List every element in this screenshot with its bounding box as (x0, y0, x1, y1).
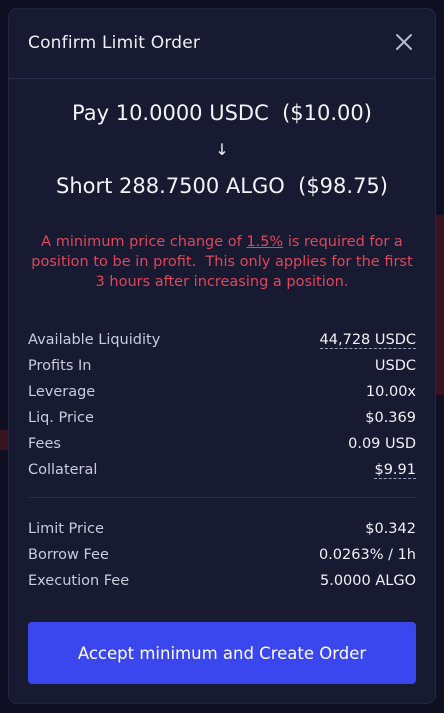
detail-value: $0.369 (365, 410, 416, 426)
accept-and-create-order-button[interactable]: Accept minimum and Create Order (28, 622, 416, 684)
detail-label: Available Liquidity (28, 332, 161, 348)
close-icon[interactable] (393, 31, 415, 53)
arrow-down-icon: ↓ (215, 140, 229, 159)
detail-value[interactable]: $9.91 (374, 461, 416, 479)
modal-title: Confirm Limit Order (28, 33, 201, 53)
detail-label: Limit Price (28, 521, 104, 537)
detail-label: Collateral (28, 462, 98, 478)
detail-row-execution-fee: Execution Fee 5.0000 ALGO (28, 568, 416, 594)
detail-label: Liq. Price (28, 410, 94, 426)
detail-value: $0.342 (365, 521, 416, 537)
position-details: Available Liquidity 44,728 USDC Profits … (28, 327, 416, 483)
detail-label: Fees (28, 436, 61, 452)
background-accent-strip-right (434, 215, 444, 395)
order-details: Limit Price $0.342 Borrow Fee 0.0263% / … (28, 516, 416, 594)
detail-label: Borrow Fee (28, 547, 109, 563)
detail-row-leverage: Leverage 10.00x (28, 379, 416, 405)
detail-row-limit-price: Limit Price $0.342 (28, 516, 416, 542)
detail-row-liq-price: Liq. Price $0.369 (28, 405, 416, 431)
detail-row-profits-in: Profits In USDC (28, 353, 416, 379)
detail-row-available-liquidity: Available Liquidity 44,728 USDC (28, 327, 416, 353)
detail-row-borrow-fee: Borrow Fee 0.0263% / 1h (28, 542, 416, 568)
detail-value: 5.0000 ALGO (320, 573, 416, 589)
detail-label: Leverage (28, 384, 96, 400)
short-amount: Short 288.7500 ALGO ($98.75) (56, 174, 388, 198)
detail-row-collateral: Collateral $9.91 (28, 457, 416, 483)
min-price-change-link[interactable]: 1.5% (246, 234, 284, 250)
detail-value: USDC (374, 358, 416, 374)
detail-value[interactable]: 44,728 USDC (319, 331, 416, 349)
modal-header: Confirm Limit Order (9, 9, 435, 79)
divider (28, 497, 416, 498)
min-price-warning: A minimum price change of 1.5% is requir… (27, 232, 417, 292)
detail-value: 10.00x (365, 384, 416, 400)
pay-amount: Pay 10.0000 USDC ($10.00) (72, 101, 372, 125)
detail-label: Execution Fee (28, 573, 130, 589)
detail-label: Profits In (28, 358, 92, 374)
warning-text-end: is required for a position to be in prof… (31, 234, 418, 290)
background-accent-strip (0, 430, 10, 450)
detail-row-fees: Fees 0.09 USD (28, 431, 416, 457)
detail-value: 0.09 USD (348, 436, 416, 452)
warning-text-start: A minimum price change of (41, 234, 247, 250)
confirm-order-modal: Confirm Limit Order Pay 10.0000 USDC ($1… (9, 9, 435, 703)
detail-value: 0.0263% / 1h (318, 547, 416, 563)
